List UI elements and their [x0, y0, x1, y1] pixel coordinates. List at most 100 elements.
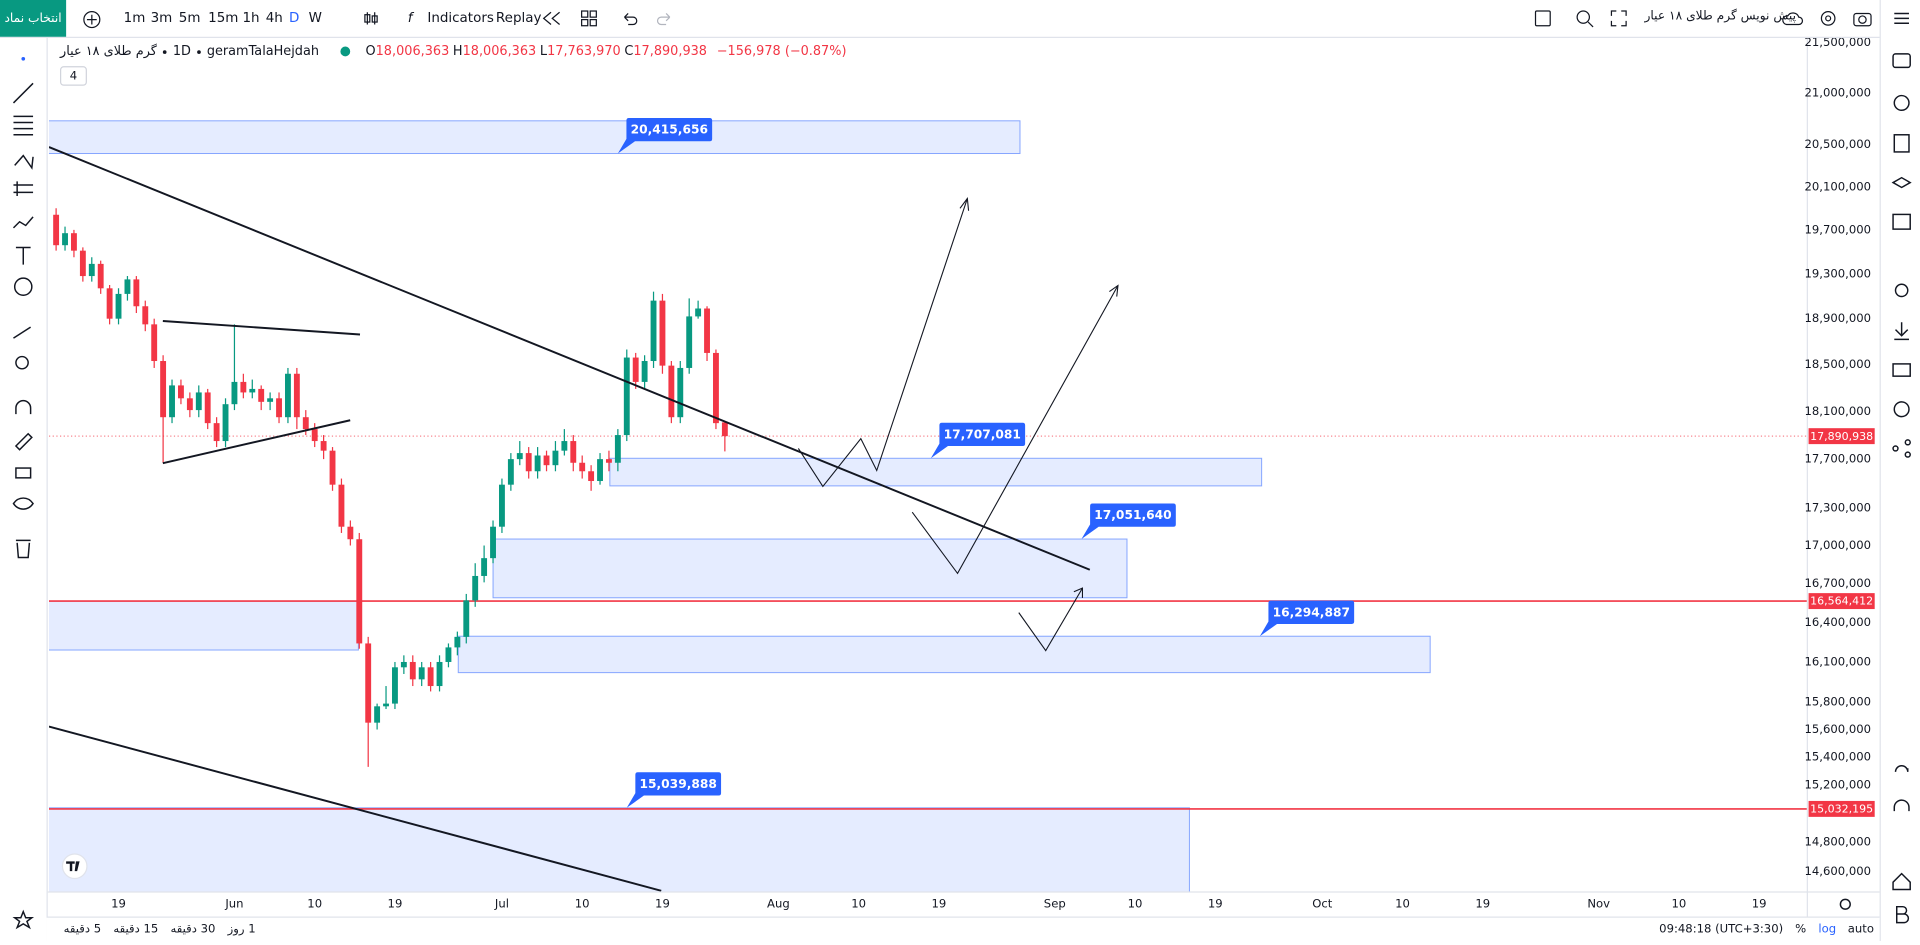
range-button[interactable]: 1 روز: [227, 922, 256, 937]
candle-body: [106, 288, 113, 319]
legend: گرم طلای ۱۸ عیار 1D geramTalaHejdah O 18,…: [60, 44, 850, 59]
right-toolbar: [1879, 0, 1920, 941]
ranges: 5 دقیقه 15 دقیقه 30 دقیقه 1 روز: [64, 923, 256, 936]
candle-body: [677, 367, 684, 418]
candle-body: [178, 385, 184, 399]
range-button[interactable]: 30 دقیقه: [170, 922, 216, 937]
x-tick-label: 19: [1752, 897, 1767, 911]
candle-body: [204, 392, 211, 424]
range-button[interactable]: 15 دقیقه: [113, 922, 159, 937]
clock: 09:48:18 (UTC+3:30): [1659, 922, 1784, 937]
camera-icon[interactable]: [1853, 10, 1873, 27]
auto-toggle[interactable]: auto: [1847, 922, 1874, 937]
candle-body: [356, 539, 363, 644]
candle-body: [481, 558, 488, 576]
candle-body: [142, 306, 149, 325]
log-toggle[interactable]: log: [1818, 922, 1837, 937]
candle-body: [552, 450, 559, 466]
candle-body: [124, 279, 131, 294]
x-tick-label: 19: [111, 897, 126, 911]
settings-icon[interactable]: [1820, 10, 1837, 27]
x-tick-label: 19: [1475, 897, 1490, 911]
drawing-tools[interactable]: [0, 38, 47, 941]
zone: [492, 538, 1128, 599]
candle-body: [293, 373, 300, 418]
candle-body: [597, 459, 603, 482]
candle-body: [400, 661, 407, 668]
add-symbol-icon[interactable]: [81, 9, 103, 31]
indicators-button[interactable]: Indicators: [427, 9, 494, 26]
interval-button[interactable]: 1m: [123, 9, 146, 26]
x-tick-label: 10: [1128, 897, 1143, 911]
chart-type-icon[interactable]: [362, 10, 379, 27]
indicator-toggle[interactable]: 4: [60, 66, 87, 86]
y-tick-label: 19,300,000: [1804, 266, 1871, 280]
symbol-name[interactable]: گرم طلای ۱۸ عیار: [60, 44, 157, 59]
interval-button[interactable]: 4h: [265, 9, 283, 26]
candle-body: [445, 647, 452, 662]
arrow-head: [1109, 284, 1119, 297]
candle-body: [383, 703, 389, 707]
candle-body: [160, 361, 167, 418]
percent-toggle[interactable]: %: [1795, 922, 1807, 937]
candle-body: [614, 435, 621, 463]
x-tick-label: 10: [307, 897, 322, 911]
candle-body: [507, 459, 514, 485]
cloud-icon[interactable]: [1780, 9, 1804, 29]
interval-button[interactable]: W: [308, 9, 322, 26]
interval-button[interactable]: D: [288, 9, 300, 26]
x-tick-label: 10: [575, 897, 590, 911]
widget-icons[interactable]: [1881, 0, 1920, 941]
candle-body: [169, 385, 175, 418]
candle-body: [186, 398, 193, 411]
layout-icon[interactable]: [580, 10, 597, 27]
x-tick-label: 19: [388, 897, 403, 911]
ohlc-key: H: [452, 44, 463, 59]
candle-body: [338, 484, 345, 527]
candle-body: [472, 575, 479, 601]
y-tick-label: 15,200,000: [1804, 778, 1871, 792]
last-price-label: 17,890,938: [1810, 430, 1873, 443]
y-tick-label: 16,700,000: [1804, 576, 1871, 590]
candle-body: [668, 365, 675, 418]
zoom-icon[interactable]: [1575, 9, 1595, 29]
tv-logo: [61, 853, 88, 880]
ohlc-value: 18,006,363: [462, 44, 537, 59]
candle-body: [302, 417, 309, 430]
candle-body: [374, 706, 381, 723]
candle-body: [365, 643, 372, 723]
x-tick-label: 19: [655, 897, 670, 911]
symbol-button[interactable]: انتخاب نماد: [0, 0, 67, 37]
path-arrow: [797, 198, 968, 488]
y-tick-label: 15,400,000: [1804, 750, 1871, 764]
y-tick-label: 15,600,000: [1804, 722, 1871, 736]
y-tick-label: 16,100,000: [1804, 654, 1871, 668]
candle-body: [570, 441, 577, 463]
axis-settings[interactable]: [1839, 898, 1851, 910]
price-label-callout: [1259, 600, 1355, 637]
layout-name[interactable]: پیش نویس گرم طلای ۱۸ عیار: [1644, 9, 1797, 24]
interval: 1D: [172, 44, 191, 59]
interval-button[interactable]: 5m: [178, 9, 201, 26]
candle-body: [240, 381, 247, 393]
price-label-text: 17,051,640: [1094, 508, 1171, 522]
candle-body: [222, 404, 229, 442]
candle-body: [588, 471, 595, 482]
candle-body: [499, 484, 505, 527]
candle-body: [579, 462, 586, 472]
price-label-text: 16,294,887: [1273, 605, 1350, 619]
candle-body: [454, 636, 461, 648]
interval-button[interactable]: 15m: [208, 9, 239, 26]
interval-button[interactable]: 1h: [242, 9, 260, 26]
replay-button[interactable]: Replay: [495, 9, 542, 26]
interval-button[interactable]: 3m: [150, 9, 173, 26]
x-tick-label: 10: [1395, 897, 1410, 911]
redo-icon[interactable]: [656, 10, 673, 27]
undo-icon[interactable]: [621, 10, 638, 27]
expand-icon[interactable]: [1610, 10, 1627, 27]
x-tick-label: 19: [1208, 897, 1223, 911]
fullscreen-icon[interactable]: [1534, 10, 1551, 27]
range-button[interactable]: 5 دقیقه: [63, 922, 102, 937]
candle-body: [543, 455, 550, 466]
x-tick-label: Sep: [1044, 897, 1066, 911]
